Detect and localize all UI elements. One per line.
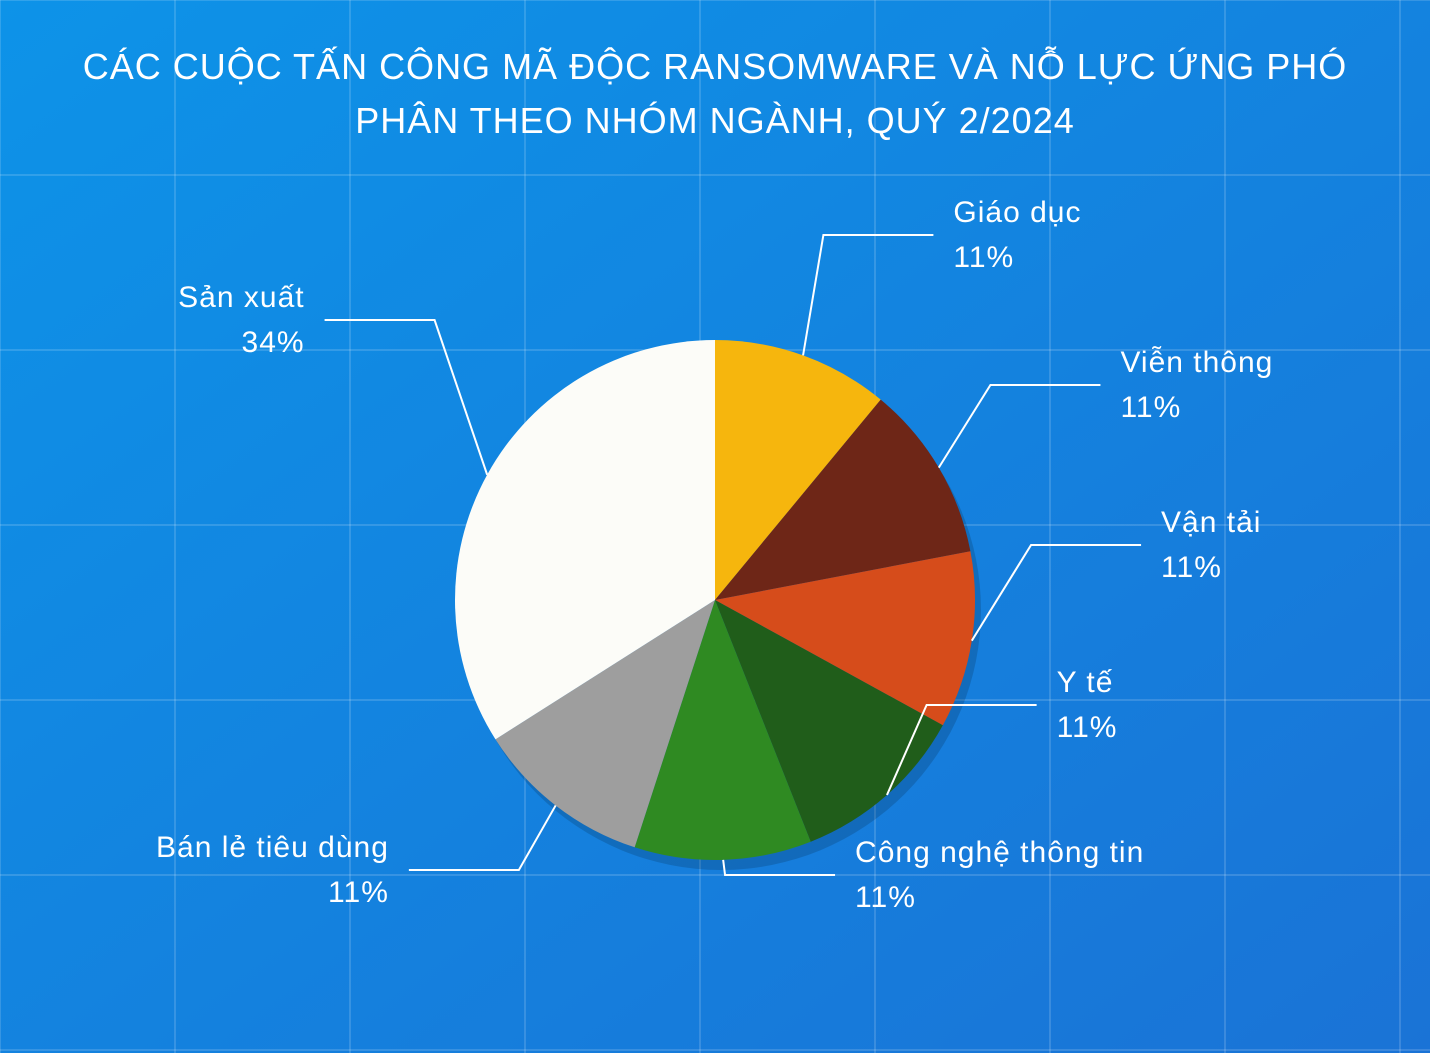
slice-label: Vận tải 11% — [1161, 500, 1261, 590]
leader-line — [972, 545, 1141, 641]
slice-label: Sản xuất 34% — [178, 275, 304, 365]
slice-label: Viễn thông 11% — [1120, 340, 1273, 430]
slice-label: Y tế 11% — [1057, 660, 1118, 750]
slice-label: Giáo dục 11% — [953, 190, 1081, 280]
chart-stage: CÁC CUỘC TẤN CÔNG MÃ ĐỘC RANSOMWARE VÀ N… — [0, 0, 1430, 1053]
slice-label: Bán lẻ tiêu dùng 11% — [156, 825, 389, 915]
leader-line — [409, 805, 556, 870]
leader-line — [939, 385, 1101, 468]
leader-line — [803, 235, 933, 355]
slice-label: Công nghệ thông tin 11% — [855, 830, 1144, 920]
leader-line — [325, 320, 488, 475]
